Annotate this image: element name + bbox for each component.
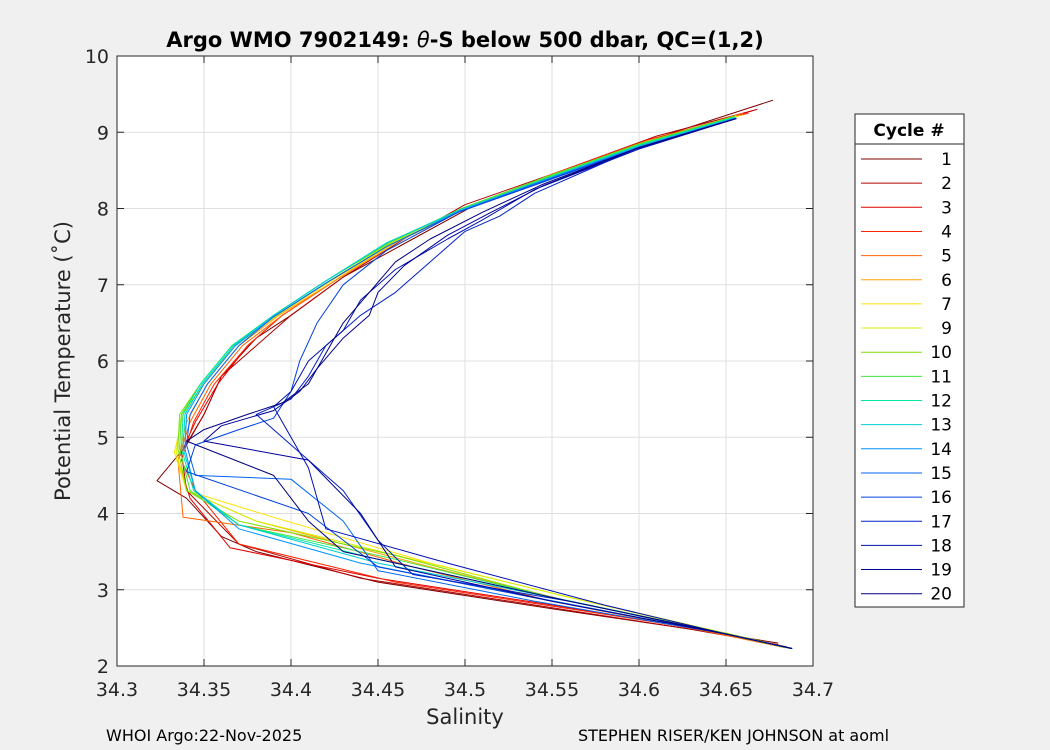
- footer-left: WHOI Argo:22-Nov-2025: [106, 726, 303, 745]
- legend-label-cycle-12: 12: [930, 392, 952, 412]
- legend-label-cycle-11: 11: [930, 367, 952, 387]
- legend-title: Cycle #: [873, 121, 944, 141]
- y-axis: 2 3 4 5 6 7 8 9 10: [85, 46, 813, 678]
- legend-label-cycle-4: 4: [941, 222, 952, 242]
- x-tick-label: 34.7: [792, 679, 834, 701]
- legend-label-cycle-19: 19: [930, 561, 952, 581]
- x-tick-label: 34.4: [270, 679, 312, 701]
- x-tick-label: 34.65: [699, 679, 753, 701]
- chart-title: Argo WMO 7902149: θ-S below 500 dbar, QC…: [166, 28, 763, 52]
- series-line-cycle-19: [203, 118, 793, 649]
- x-axis: 34.3 34.35 34.4 34.45 34.5 34.55 34.6 34.65 34.7: [96, 56, 834, 701]
- series-line-cycle-13: [182, 117, 793, 649]
- y-tick-label: 10: [85, 46, 109, 68]
- legend-label-cycle-3: 3: [941, 198, 952, 218]
- x-tick-label: 34.45: [351, 679, 405, 701]
- legend-label-cycle-6: 6: [941, 271, 952, 291]
- y-tick-label: 5: [97, 427, 109, 449]
- legend-label-cycle-5: 5: [941, 247, 952, 267]
- series-line-cycle-17: [255, 118, 793, 649]
- series-line-cycle-18: [273, 118, 793, 649]
- legend-label-cycle-14: 14: [930, 440, 952, 460]
- legend-label-cycle-7: 7: [941, 295, 952, 315]
- y-tick-label: 4: [97, 504, 109, 526]
- legend-label-cycle-2: 2: [941, 174, 952, 194]
- x-tick-label: 34.6: [618, 679, 660, 701]
- x-tick-label: 34.55: [525, 679, 579, 701]
- y-tick-label: 7: [97, 275, 109, 297]
- legend-label-cycle-20: 20: [930, 585, 952, 605]
- plot-area: [116, 55, 814, 667]
- legend-label-cycle-18: 18: [930, 536, 952, 556]
- y-tick-label: 8: [97, 199, 109, 221]
- legend-label-cycle-17: 17: [930, 512, 952, 532]
- x-tick-label: 34.35: [177, 679, 231, 701]
- x-axis-label: Salinity: [426, 705, 504, 729]
- title-theta-symbol: θ: [417, 28, 430, 52]
- x-tick-label: 34.5: [444, 679, 486, 701]
- y-tick-label: 6: [97, 351, 109, 373]
- y-tick-label: 9: [97, 122, 109, 144]
- legend-label-cycle-1: 1: [941, 150, 952, 170]
- y-tick-label: 2: [97, 656, 109, 678]
- legend-label-cycle-16: 16: [930, 488, 952, 508]
- series-line-cycle-20: [186, 118, 793, 649]
- legend-label-cycle-9: 9: [941, 319, 952, 339]
- y-axis-label: Potential Temperature (˚C): [51, 221, 75, 501]
- legend-label-cycle-13: 13: [930, 416, 952, 436]
- y-tick-label: 3: [97, 580, 109, 602]
- legend-box: [854, 113, 965, 608]
- x-tick-label: 34.3: [96, 679, 138, 701]
- footer-right: STEPHEN RISER/KEN JOHNSON at aoml: [578, 726, 890, 745]
- legend-label-cycle-10: 10: [930, 343, 952, 363]
- legend-label-cycle-15: 15: [930, 464, 952, 484]
- series-layer: [156, 99, 793, 649]
